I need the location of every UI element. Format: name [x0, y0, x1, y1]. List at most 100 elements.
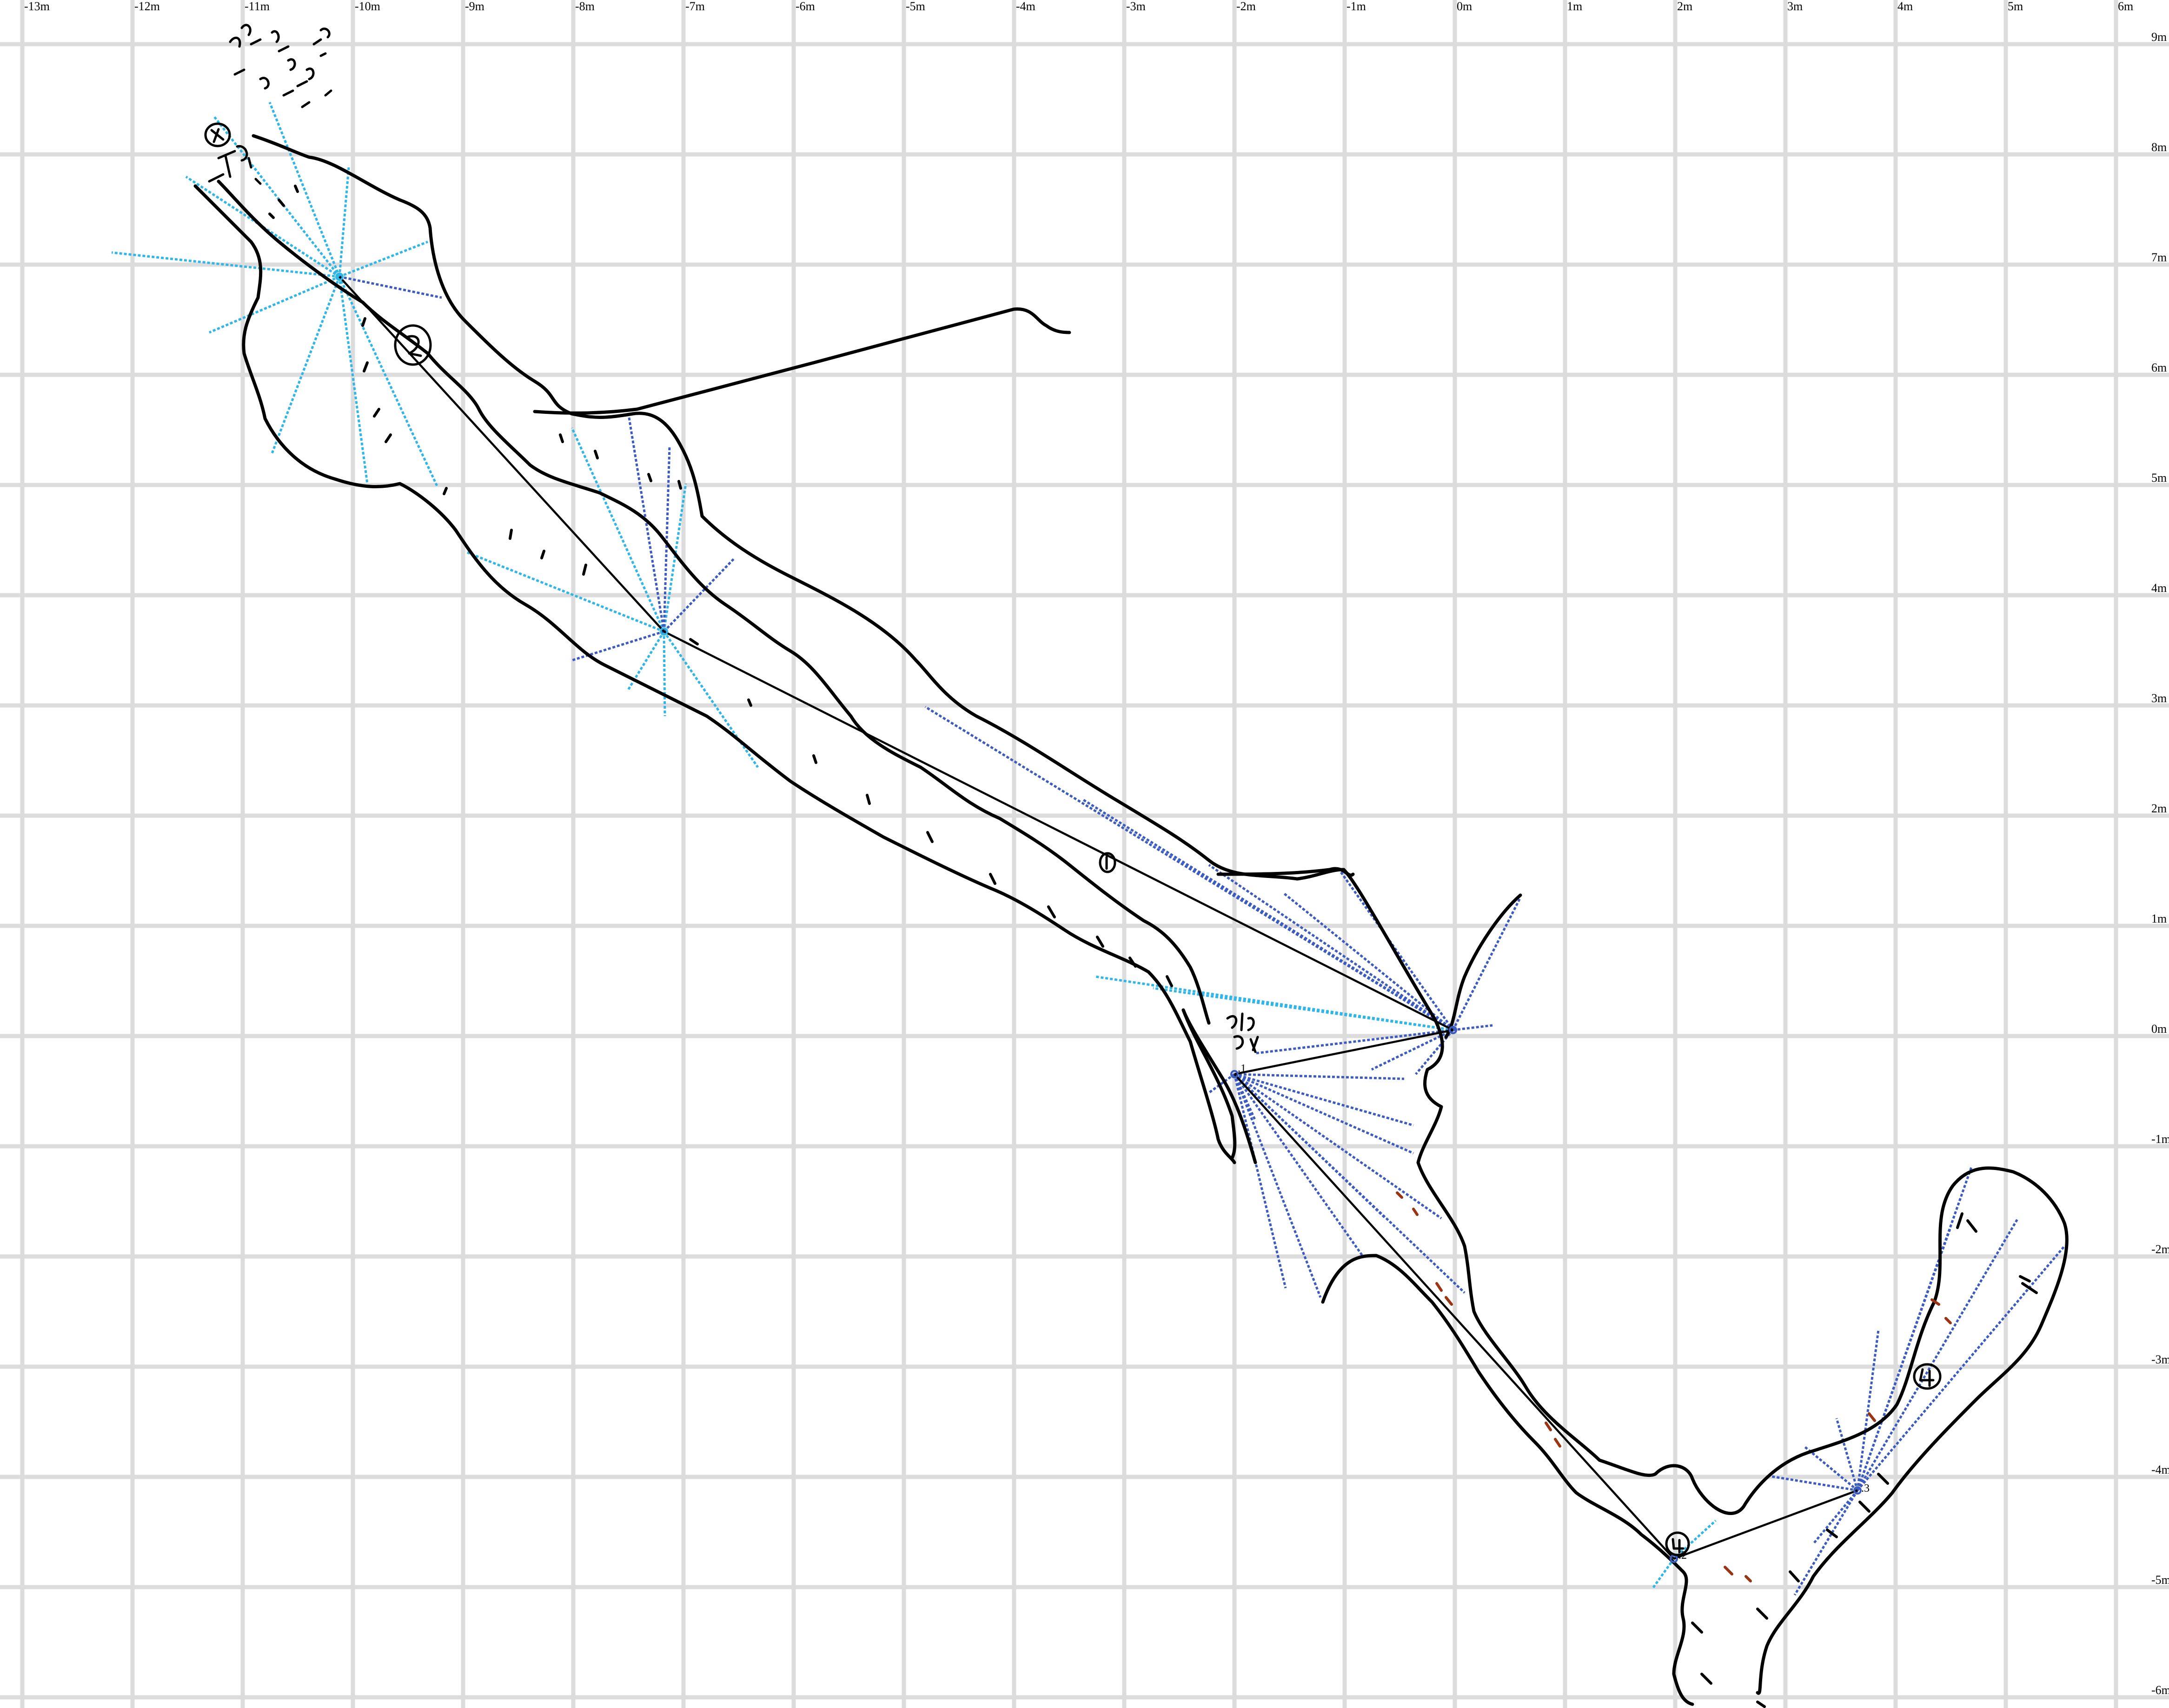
splay-line — [663, 557, 736, 632]
splay-line — [1234, 1073, 1405, 1080]
y-axis-label: 1m — [2151, 912, 2167, 925]
y-axis-label: 9m — [2151, 30, 2167, 44]
splay-line — [1338, 869, 1454, 1031]
splay-line — [185, 175, 340, 278]
y-axis-label: -1m — [2151, 1132, 2169, 1146]
wall-lower-second — [217, 179, 1211, 1025]
x-axis-label: 1m — [1567, 0, 1582, 13]
x-axis-label: -5m — [906, 0, 925, 13]
splay-line — [1673, 1520, 1717, 1560]
splay-line — [1812, 1489, 1858, 1545]
slope-tick — [812, 754, 817, 764]
centerline-leg — [1234, 1073, 1675, 1560]
splay-shots-dark — [339, 275, 2065, 1596]
y-axis-label: 2m — [2151, 802, 2167, 815]
y-axis-label: -2m — [2151, 1243, 2169, 1256]
y-axis-label: 8m — [2151, 140, 2167, 154]
slope-tick — [926, 831, 934, 843]
splay-line — [1371, 1029, 1454, 1071]
splay-line — [339, 240, 428, 278]
rock-mark-brown — [1412, 1208, 1419, 1216]
slope-tick — [1047, 905, 1056, 918]
rock-mark — [2021, 1282, 2038, 1294]
splay-line — [1835, 1418, 1859, 1491]
wall-bump — [1216, 867, 1355, 877]
stations: .1 .2 .3 — [335, 272, 1870, 1563]
station-number-circle — [1913, 1363, 1942, 1390]
splay-line — [1082, 798, 1454, 1031]
y-axis-label: -5m — [2151, 1573, 2169, 1587]
rock-mark — [1826, 1529, 1838, 1538]
splay-line — [1208, 864, 1454, 1031]
x-axis-label: -3m — [1126, 0, 1146, 13]
wall-upper-right — [1342, 868, 2069, 1695]
y-axis-label: 0m — [2151, 1022, 2167, 1036]
rock-mark-brown — [1744, 1575, 1752, 1582]
survey-centerline — [338, 276, 1858, 1560]
rock-mark-brown — [1554, 1438, 1561, 1448]
rock-mark — [1966, 1219, 1977, 1233]
y-axis-label: 3m — [2151, 691, 2167, 705]
x-axis-label: -10m — [355, 0, 380, 13]
rock-mark — [1858, 1501, 1871, 1513]
splay-line — [1652, 1558, 1675, 1589]
wall-bump-right — [1444, 893, 1522, 1039]
x-axis-label: -1m — [1347, 0, 1366, 13]
splay-line — [1282, 892, 1454, 1031]
x-axis-label: -9m — [465, 0, 484, 13]
y-axis-label: 7m — [2151, 251, 2167, 264]
rock-mark-brown — [1930, 1298, 1940, 1306]
slope-tick — [361, 317, 366, 327]
station-marker — [335, 272, 344, 281]
rock-mark-brown — [1435, 1282, 1443, 1292]
y-axis-label: -4m — [2151, 1463, 2169, 1476]
station-label: .1 — [1238, 1063, 1246, 1075]
splay-line — [1452, 897, 1522, 1031]
centerline-leg — [1234, 1029, 1453, 1076]
splay-line — [1856, 1217, 2019, 1491]
y-axis-label: 4m — [2151, 581, 2167, 595]
y-axis-label: -3m — [2151, 1353, 2169, 1366]
slope-tick — [594, 450, 599, 459]
wall-spur — [533, 307, 1071, 415]
x-axis-label: -13m — [24, 0, 50, 13]
station-label: .3 — [1861, 1482, 1870, 1495]
rock-mark-brown — [1445, 1296, 1453, 1306]
splay-line — [1453, 1024, 1493, 1031]
splay-line — [1856, 1227, 1952, 1491]
slope-tick — [540, 550, 545, 559]
splay-line — [1234, 1073, 1414, 1127]
handwritten-note-top-of-slope — [208, 145, 262, 185]
x-axis-labels: -13m -12m -11m -10m -9m -8m -7m -6m -5m … — [24, 0, 2133, 13]
slope-tick — [1128, 957, 1137, 968]
splay-line — [1233, 1074, 1322, 1298]
splay-line — [1255, 1029, 1453, 1055]
handwritten-note-rocks-on-floor — [229, 24, 332, 108]
station-number-circle — [1099, 852, 1116, 873]
rock-symbols — [1396, 1191, 2038, 1708]
rock-mark-brown — [1396, 1191, 1403, 1199]
splay-line — [1234, 1073, 1466, 1294]
wall-lower-south — [1321, 1254, 1694, 1706]
slope-tick — [363, 361, 369, 372]
y-axis-label: 5m — [2151, 471, 2167, 485]
slope-tick — [443, 487, 448, 495]
y-axis-label: 6m — [2151, 361, 2167, 374]
station-number-circle — [204, 122, 231, 147]
splay-line — [1233, 1073, 1257, 1122]
rock-mark — [1691, 1622, 1703, 1634]
splay-line — [111, 251, 340, 278]
slope-tick — [1166, 975, 1173, 987]
x-axis-label: -4m — [1016, 0, 1035, 13]
x-axis-label: 0m — [1457, 0, 1472, 13]
splay-line — [1803, 1445, 1858, 1491]
splay-line — [339, 275, 442, 299]
station-number-digit — [1672, 1538, 1685, 1554]
x-axis-label: -8m — [575, 0, 595, 13]
slope-tick — [385, 433, 392, 443]
splay-line — [467, 551, 664, 633]
x-axis-label: 2m — [1677, 0, 1692, 13]
station-number-sketches — [204, 122, 1942, 1556]
